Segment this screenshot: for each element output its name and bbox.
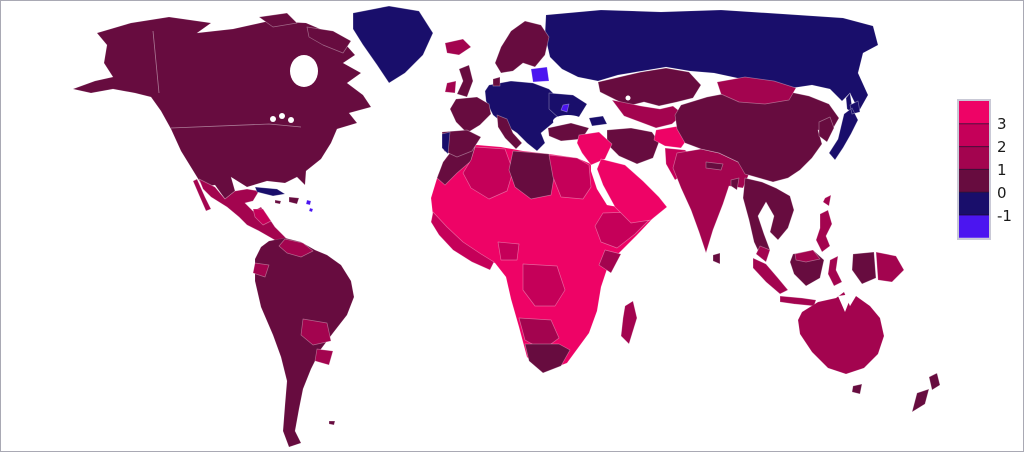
- region-arctic-islands-west: [258, 12, 298, 28]
- region-algeria: [462, 146, 514, 200]
- region-guatemala: [252, 208, 272, 226]
- great-lakes-water: [279, 113, 285, 119]
- region-scandinavia: [494, 20, 550, 74]
- region-java: [779, 295, 817, 307]
- region-falkland-islands: [328, 420, 336, 426]
- region-iraq-syria: [576, 131, 613, 166]
- great-lakes-water: [270, 116, 276, 122]
- region-koreas: [818, 116, 835, 143]
- legend-band-2-3: [959, 123, 989, 147]
- legend-band-1-2: [959, 146, 989, 170]
- legend-tick-0: 0: [997, 184, 1007, 202]
- gulf-carpentaria-water: [838, 294, 852, 312]
- region-ecuador: [252, 262, 270, 278]
- region-baja-california: [192, 178, 212, 212]
- region-kazakhstan: [597, 67, 702, 107]
- region-lesser-antilles: [305, 199, 314, 213]
- region-india: [672, 148, 750, 254]
- us-canada-border-line: [170, 123, 302, 129]
- legend-band-over-3: [959, 101, 989, 124]
- region-malaysia-borneo: [794, 249, 821, 263]
- legend: 3 2 1 0 -1: [957, 99, 1012, 240]
- region-mongolia: [716, 76, 797, 105]
- region-sulawesi: [827, 255, 843, 287]
- hudson-bay-water: [290, 55, 318, 87]
- region-malaysia-peninsula: [755, 245, 771, 263]
- region-arabia: [596, 158, 668, 224]
- region-venezuela: [278, 238, 314, 258]
- region-madagascar: [620, 300, 638, 345]
- region-nigeria: [497, 241, 520, 261]
- region-france: [449, 96, 492, 134]
- legend-band-0-1: [959, 169, 989, 193]
- region-new-zealand: [911, 372, 941, 413]
- region-drc: [522, 263, 566, 307]
- region-egypt: [548, 154, 592, 200]
- region-sumatra: [752, 257, 789, 295]
- region-sri-lanka: [712, 252, 721, 265]
- region-taiwan: [822, 194, 832, 207]
- region-south-america: [254, 237, 355, 448]
- region-bangladesh: [730, 177, 740, 191]
- black-sea-water: [553, 115, 583, 127]
- alaska-border-line: [152, 30, 160, 94]
- region-baltics: [530, 66, 550, 83]
- region-iberia: [441, 129, 482, 158]
- region-japan: [828, 100, 861, 161]
- region-bolivia: [300, 318, 332, 346]
- legend-border: [957, 99, 991, 240]
- region-se-asia: [742, 177, 795, 260]
- region-philippines: [815, 209, 833, 253]
- legend-band-under-neg1: [959, 215, 989, 238]
- region-ireland: [444, 80, 457, 94]
- region-mexico-central-america: [198, 178, 290, 246]
- region-south-africa: [524, 343, 571, 374]
- region-europe-central-navy: [484, 80, 562, 152]
- aral-sea-water: [625, 95, 631, 101]
- region-kenya: [598, 249, 622, 274]
- region-caucasus: [588, 115, 608, 127]
- region-italy: [496, 114, 523, 150]
- region-moldova: [560, 103, 570, 113]
- region-nepal: [705, 161, 724, 171]
- region-greenland: [352, 5, 434, 84]
- region-central-asia: [611, 99, 684, 129]
- region-united-kingdom: [456, 64, 474, 98]
- region-russia: [544, 9, 879, 112]
- legend-tick-2: 2: [997, 138, 1007, 156]
- region-paraguay: [314, 348, 334, 366]
- region-west-africa-coast: [430, 211, 495, 271]
- region-denmark: [492, 76, 501, 87]
- great-lakes-water: [288, 117, 294, 123]
- region-tasmania: [851, 383, 863, 395]
- region-iran: [606, 127, 660, 165]
- region-cuba: [254, 186, 286, 197]
- legend-band-neg1-0: [959, 192, 989, 215]
- region-jamaica: [274, 199, 282, 205]
- region-hispaniola: [288, 196, 300, 205]
- region-papua-new-guinea: [875, 251, 905, 283]
- legend-tick-3: 3: [997, 115, 1007, 133]
- region-portugal: [441, 131, 451, 155]
- region-west-new-guinea: [851, 251, 877, 285]
- region-baffin-island: [306, 26, 352, 54]
- region-iceland: [444, 38, 472, 56]
- region-australia: [797, 291, 885, 375]
- legend-tick-1: 1: [997, 161, 1007, 179]
- legend-tick-neg1: -1: [997, 207, 1012, 225]
